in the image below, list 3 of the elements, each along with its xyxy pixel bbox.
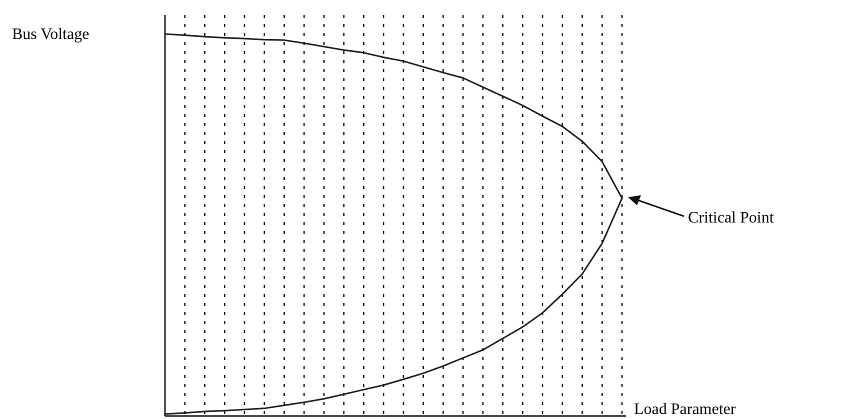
y-axis-title: Bus Voltage xyxy=(12,26,90,43)
x-axis-title: Load Parameter xyxy=(634,401,736,418)
text: Critical Point xyxy=(688,209,774,226)
